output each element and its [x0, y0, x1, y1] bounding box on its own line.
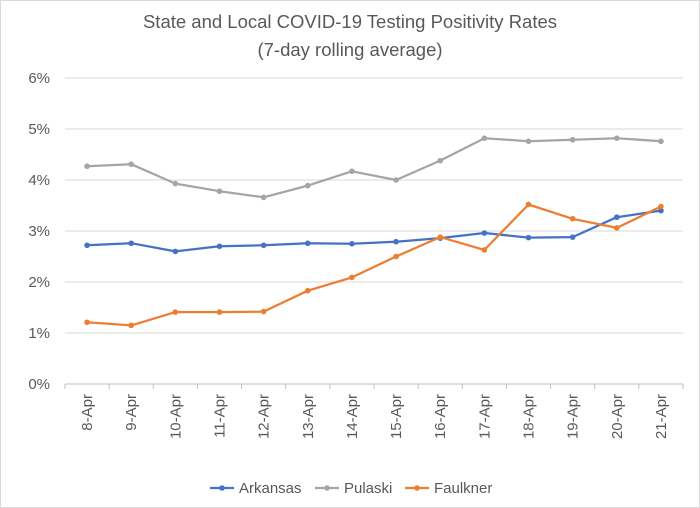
data-point-pulaski	[84, 163, 90, 170]
data-point-pulaski	[349, 168, 355, 175]
y-tick-label: 6%	[28, 70, 50, 87]
legend-item-faulkner: Faulkner	[405, 480, 492, 497]
x-tick-label: 16-Apr	[432, 394, 449, 439]
x-tick-label: 17-Apr	[476, 394, 493, 439]
x-tick-label: 9-Apr	[123, 394, 140, 431]
legend-label: Faulkner	[434, 480, 492, 497]
legend-swatch-marker	[324, 485, 330, 491]
data-point-pulaski	[393, 177, 399, 183]
data-point-arkansas	[613, 214, 620, 221]
data-point-pulaski	[304, 182, 311, 189]
data-point-arkansas	[260, 242, 267, 249]
data-point-pulaski	[525, 138, 532, 145]
legend-label: Arkansas	[239, 480, 302, 497]
data-point-pulaski	[216, 188, 223, 195]
data-point-pulaski	[437, 157, 444, 164]
data-point-arkansas	[525, 234, 532, 241]
data-point-pulaski	[481, 135, 488, 141]
gridlines	[65, 77, 683, 334]
series-line-pulaski	[87, 137, 661, 199]
data-point-arkansas	[172, 248, 179, 255]
data-point-faulkner	[128, 322, 135, 329]
data-point-faulkner	[613, 225, 620, 231]
y-tick-label: 4%	[28, 172, 50, 189]
series-line-arkansas	[87, 209, 662, 253]
chart-title-block: State and Local COVID-19 Testing Positiv…	[0, 8, 700, 64]
data-point-faulkner	[172, 309, 179, 315]
data-point-pulaski	[260, 194, 267, 201]
x-tick-label: 13-Apr	[300, 394, 317, 439]
legend-item-pulaski: Pulaski	[315, 480, 392, 497]
data-point-arkansas	[128, 240, 135, 247]
data-point-arkansas	[216, 243, 223, 250]
data-point-faulkner	[304, 287, 311, 294]
y-tick-label: 2%	[28, 274, 50, 291]
chart-subtitle: (7-day rolling average)	[257, 39, 443, 60]
x-tick-label: 15-Apr	[388, 394, 405, 439]
data-point-faulkner	[84, 319, 90, 326]
x-tick-label: 19-Apr	[565, 394, 582, 439]
data-point-arkansas	[393, 238, 399, 245]
legend-swatch-marker	[414, 485, 420, 491]
y-tick-label: 5%	[28, 121, 50, 138]
data-point-faulkner	[349, 274, 355, 281]
y-tick-label: 0%	[28, 376, 50, 393]
series-lines	[84, 135, 664, 329]
data-point-arkansas	[481, 230, 488, 236]
data-point-pulaski	[658, 138, 664, 145]
legend: Arkansas Pulaski Faulkner	[210, 480, 492, 497]
x-tick-label: 20-Apr	[609, 394, 626, 439]
data-point-faulkner	[216, 309, 223, 315]
x-tick-label: 11-Apr	[212, 394, 229, 438]
x-tick-label: 14-Apr	[344, 394, 361, 439]
x-axis-ticks: 8-Apr 9-Apr 10-Apr 11-Apr 12-Apr 13-Apr 14-Apr…	[79, 394, 670, 439]
data-point-faulkner	[569, 215, 576, 222]
data-point-arkansas	[84, 242, 90, 249]
legend-label: Pulaski	[344, 480, 392, 497]
x-axis	[64, 383, 684, 389]
y-tick-label: 3%	[28, 223, 50, 240]
series-line-faulkner	[87, 203, 662, 327]
data-point-faulkner	[658, 203, 664, 210]
legend-swatch-marker	[219, 485, 225, 491]
data-point-pulaski	[128, 161, 135, 167]
data-point-arkansas	[569, 234, 576, 240]
x-tick-label: 8-Apr	[79, 394, 96, 431]
data-point-arkansas	[349, 240, 355, 247]
data-point-pulaski	[569, 136, 576, 143]
x-tick-label: 18-Apr	[521, 394, 538, 439]
data-point-arkansas	[658, 207, 664, 214]
data-point-faulkner	[393, 253, 399, 260]
x-tick-label: 21-Apr	[653, 394, 670, 439]
data-point-arkansas	[304, 240, 311, 247]
x-tick-label: 10-Apr	[167, 394, 184, 439]
data-point-pulaski	[172, 180, 179, 187]
chart-title: State and Local COVID-19 Testing Positiv…	[142, 11, 558, 32]
data-point-faulkner	[525, 201, 532, 208]
data-point-faulkner	[437, 234, 444, 240]
y-tick-label: 1%	[28, 325, 50, 342]
y-axis-ticks: 0% 1% 2% 3% 4% 5% 6%	[28, 70, 50, 393]
data-point-faulkner	[481, 247, 488, 253]
data-point-faulkner	[260, 308, 267, 315]
legend-item-arkansas: Arkansas	[210, 480, 302, 497]
data-point-pulaski	[613, 135, 620, 141]
x-tick-label: 12-Apr	[256, 394, 273, 439]
